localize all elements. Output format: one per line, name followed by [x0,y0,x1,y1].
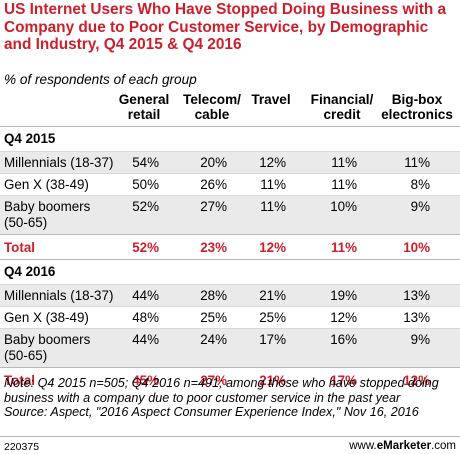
table-cell: 17% [330,373,357,388]
table-row: Baby boomers (50-65) 44% 24% 17% 16% 9% [0,328,460,367]
row-label-line: Gen X (38-49) [4,310,89,325]
footer: 220375 www.eMarketer.com [0,436,460,454]
brand-suffix: .com [431,440,456,452]
row-label-line: (50-65) [4,215,48,230]
row-label: Millennials (18-37) [4,288,113,304]
table-cell: 20% [200,155,227,170]
table-cell: 12% [403,373,430,388]
column-header: General retail [101,92,187,122]
table-cell: 54% [132,155,159,170]
table-cell: 11% [260,177,286,192]
column-header-line: electronics [381,107,453,122]
column-header-line: Financial/ [310,92,374,107]
column-header-line: retail [127,107,161,122]
row-label-line: Millennials (18-37) [4,155,114,170]
row-label: Baby boomers (50-65) [4,332,90,364]
table-cell: 12% [330,310,357,325]
table-cell: 11% [404,155,430,170]
row-label: Gen X (38-49) [4,177,89,193]
column-header-line: Big-box [391,92,443,107]
table-cell: 12% [259,155,286,170]
table-cell: 11% [331,155,357,170]
row-label: Baby boomers (50-65) [4,199,90,231]
section-divider [0,259,460,260]
table-cell: 13% [403,310,430,325]
column-header: Travel [228,92,314,107]
source-text: Source: Aspect, "2016 Aspect Consumer Ex… [4,405,419,420]
table-cell: 16% [330,332,357,347]
row-label: Millennials (18-37) [4,155,113,171]
column-header: Big-box electronics [374,92,460,122]
chart-title: US Internet Users Who Have Stopped Doing… [4,1,447,53]
brand-link[interactable]: www.eMarketer.com [349,440,456,452]
table-cell: 13% [403,288,430,303]
table-cell: 52% [132,240,159,255]
brand-name: eMarketer [376,440,432,452]
table-cell: 11% [260,199,286,214]
column-header-line: Telecom/ [183,92,241,107]
column-header: Financial/credit [299,92,385,122]
total-label: Total [4,373,35,388]
row-label-line: Gen X (38-49) [4,177,89,192]
section-label: Q4 2016 [4,264,56,279]
footnote: Note: Q4 2015 n=505; Q4 2016 n=491; amon… [4,376,456,420]
column-header-line: Travel [251,92,291,107]
table-cell: 27% [200,199,227,214]
table-cell: 48% [132,310,159,325]
table-body: Q4 2015 Millennials (18-37) 54% 20% 12% 11% 11… [0,127,460,392]
table-cell: 26% [200,177,227,192]
table-cell: 11% [330,240,357,255]
table-cell: 10% [330,199,357,214]
table-cell: 25% [259,310,286,325]
table-cell: 17% [259,332,286,347]
section-label: Q4 2015 [4,131,56,146]
data-table: General retail Telecom/cable Travel Financia… [0,88,460,392]
section-header: Q4 2015 [0,127,460,151]
table-row: Millennials (18-37) 44% 28% 21% 19% 13% [0,284,460,306]
table-cell: 8% [410,177,430,192]
table-cell: 9% [410,332,430,347]
column-header-line: cable [194,107,230,122]
table-cell: 12% [259,240,286,255]
table-cell: 50% [132,177,159,192]
chart-id: 220375 [4,441,40,453]
row-label: Gen X (38-49) [4,310,89,326]
total-label: Total [4,240,35,255]
brand-prefix: www. [349,440,377,452]
row-label-line: Millennials (18-37) [4,288,114,303]
section-header: Q4 2016 [0,260,460,284]
chart-subtitle: % of respondents of each group [4,72,197,87]
column-header: Telecom/cable [169,92,255,122]
table-row: Baby boomers (50-65) 52% 27% 11% 10% 9% [0,195,460,234]
table-cell: 45% [132,373,159,388]
table-row: Gen X (38-49) 50% 26% 11% 11% 8% [0,173,460,195]
table-cell: 21% [259,373,286,388]
table-cell: 19% [330,288,357,303]
total-row: Total 45% 27% 21% 17% 12% [0,367,460,392]
note-text: Note: Q4 2015 n=505; Q4 2016 n=491; amon… [4,376,439,405]
table-cell: 27% [200,373,227,388]
table-cell: 44% [132,288,159,303]
column-header-line: credit [323,107,361,122]
table-cell: 9% [410,199,430,214]
row-label-line: Baby boomers [4,199,91,214]
table-header: General retail Telecom/cable Travel Financia… [0,88,460,127]
table-cell: 44% [132,332,159,347]
row-label-line: Baby boomers [4,332,91,347]
table-row: Gen X (38-49) 48% 25% 25% 12% 13% [0,306,460,328]
table-cell: 24% [200,332,227,347]
column-header-line: General [118,92,170,107]
row-label-line: (50-65) [4,348,48,363]
table-cell: 25% [200,310,227,325]
table-cell: 52% [132,199,159,214]
total-row: Total 52% 23% 12% 11% 10% [0,234,460,259]
table-cell: 23% [200,240,227,255]
table-cell: 10% [403,240,430,255]
table-row: Millennials (18-37) 54% 20% 12% 11% 11% [0,151,460,173]
table-cell: 11% [331,177,357,192]
table-cell: 21% [259,288,286,303]
table-cell: 28% [200,288,227,303]
